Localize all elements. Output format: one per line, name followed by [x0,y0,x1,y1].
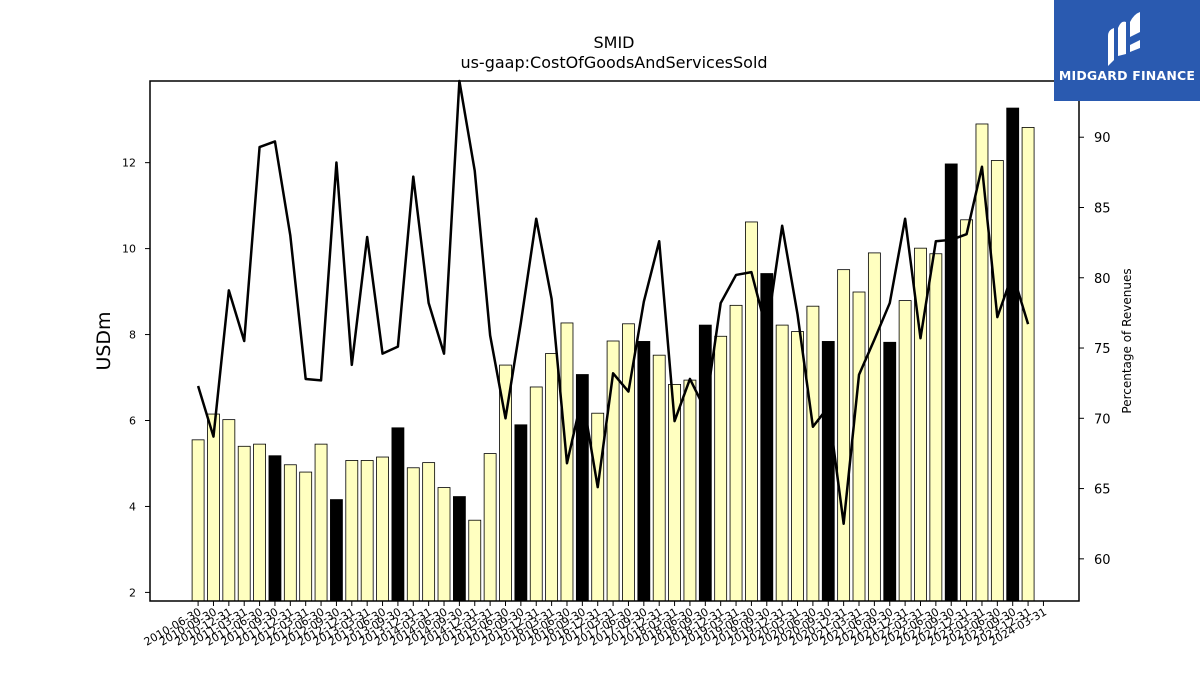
bar [944,163,958,602]
bar [222,419,236,602]
bar [775,324,789,602]
logo-text: MIDGARD FINANCE [1058,68,1196,83]
bar [529,386,543,602]
bar [391,427,405,602]
y-axis-label: USDm [93,311,115,370]
bar [883,341,897,602]
y2-tick-label: 90 [1094,131,1111,146]
bar [1021,127,1035,602]
bar [714,335,728,602]
bar [345,460,359,602]
y2-axis-label: Percentage of Revenues [1120,268,1134,413]
bar [990,160,1004,602]
bar [468,519,482,602]
bar [652,354,666,602]
bar [237,445,251,602]
midgard-logo-icon [1108,12,1144,66]
bars-layer [191,107,1035,602]
y2-tick-label: 60 [1094,553,1111,568]
bar [314,443,328,602]
bar [729,304,743,602]
bar [852,291,866,602]
bar [483,453,497,602]
bar [452,496,466,602]
y-tick-label: 10 [122,243,136,256]
bar [360,460,374,602]
bar [898,300,912,602]
brand-logo: MIDGARD FINANCE [1054,0,1200,101]
bar [283,464,297,602]
y-axis-left: 2 4 6 8 10 12 [122,157,150,599]
bar [514,424,528,602]
bar [299,471,313,602]
y-tick-label: 4 [129,500,136,513]
bar [268,455,282,602]
y-tick-label: 12 [122,157,136,170]
line-layer [196,79,1030,525]
bar [837,269,851,602]
bar [376,456,389,602]
bar [1006,107,1020,602]
bar [422,462,436,602]
bar [683,379,697,602]
percentage-line [196,79,1030,525]
bar [437,487,451,602]
bar [575,374,589,602]
bar [207,413,220,602]
y2-tick-label: 80 [1094,272,1111,287]
y-tick-label: 8 [129,329,136,342]
bar [637,341,651,602]
bar [545,353,559,602]
y2-tick-label: 70 [1094,412,1111,427]
bar [821,341,835,602]
chart-title: SMID [594,33,635,52]
y2-tick-label: 75 [1094,342,1111,357]
bar [406,467,420,602]
chart-subtitle: us-gaap:CostOfGoodsAndServicesSold [460,53,767,72]
bar [867,252,881,602]
bar [591,412,605,602]
y-tick-label: 6 [129,415,136,428]
x-axis: 2010-06-302010-09-302010-12-312011-03-31… [142,601,1049,649]
y-axis-right: 60 65 70 75 80 85 90 [1079,131,1111,568]
y2-tick-label: 85 [1094,201,1111,216]
bar [806,305,820,602]
bar [791,331,804,602]
bar [253,443,266,602]
y-tick-label: 2 [129,586,136,599]
y2-tick-label: 65 [1094,483,1111,498]
bar [745,221,758,602]
plot-frame [149,80,1080,602]
bar [191,439,205,602]
bar [698,324,712,602]
bar [929,253,943,602]
bar [960,219,973,602]
bar [330,499,343,602]
